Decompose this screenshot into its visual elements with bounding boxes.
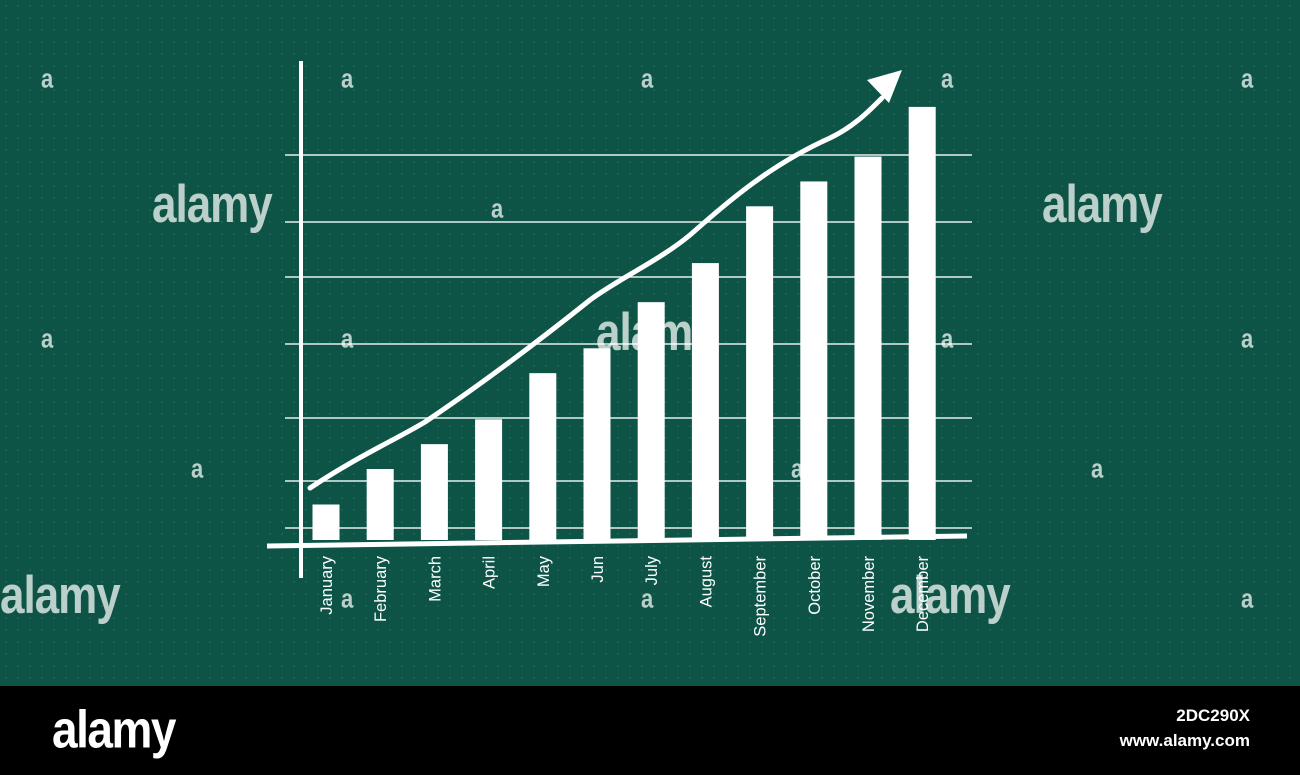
- chalkboard-background: January February March April May Jun July Augus…: [0, 0, 1300, 686]
- x-tick-label: January: [318, 555, 336, 614]
- x-tick-label: September: [752, 556, 770, 637]
- bar-january: [312, 504, 340, 540]
- bar-april: [475, 419, 503, 540]
- x-tick-label: Jun: [589, 556, 607, 583]
- x-tick-label: July: [643, 555, 661, 585]
- bar-october: [800, 181, 828, 540]
- bar-chart: January February March April May Jun July Augus…: [266, 61, 972, 637]
- bar-december: [908, 106, 936, 541]
- x-tick-label: August: [697, 556, 715, 608]
- trend-line: [307, 95, 885, 491]
- trend-arrowhead: [867, 70, 902, 103]
- x-axis-labels: January February March April May Jun July Augus…: [318, 555, 932, 636]
- bar-february: [366, 469, 394, 540]
- bars: [312, 106, 936, 541]
- bar-jun: [583, 348, 611, 540]
- footer-url: www.alamy.com: [1119, 731, 1250, 750]
- bar-july: [637, 302, 665, 540]
- bar-september: [746, 206, 774, 541]
- bar-march: [420, 444, 448, 540]
- x-tick-label: May: [535, 555, 553, 587]
- x-tick-label: December: [914, 556, 932, 633]
- x-tick-label: March: [426, 556, 444, 602]
- x-axis: [266, 533, 968, 549]
- bar-may: [529, 373, 557, 540]
- image-id: 2DC290X: [1176, 706, 1250, 725]
- footer-bar: alamy 2DC290X www.alamy.com: [0, 686, 1300, 775]
- bar-august: [691, 263, 719, 540]
- x-tick-label: April: [481, 556, 499, 589]
- bar-november: [854, 156, 882, 540]
- x-tick-label: February: [372, 555, 390, 622]
- footer-logo: alamy: [52, 699, 176, 759]
- x-tick-label: November: [860, 556, 878, 633]
- x-tick-label: October: [806, 556, 824, 615]
